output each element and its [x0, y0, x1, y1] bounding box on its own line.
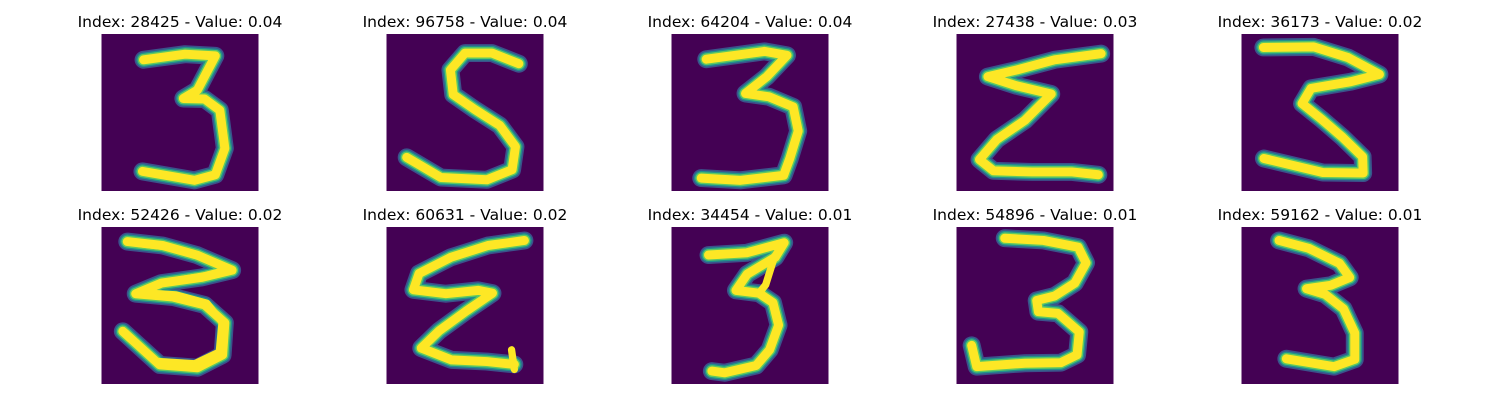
panel-title: Index: 60631 - Value: 0.02 — [362, 206, 568, 224]
panel: Index: 54896 - Value: 0.01 — [893, 204, 1177, 394]
panel: Index: 34454 - Value: 0.01 — [608, 204, 892, 394]
panel-title: Index: 52426 - Value: 0.02 — [77, 206, 283, 224]
digit-image — [101, 34, 259, 191]
digit-image — [956, 227, 1114, 384]
digit-image — [956, 34, 1114, 191]
panel-title: Index: 28425 - Value: 0.04 — [77, 13, 283, 31]
panel: Index: 27438 - Value: 0.03 — [893, 11, 1177, 201]
panel: Index: 36173 - Value: 0.02 — [1178, 11, 1462, 201]
panel-title: Index: 54896 - Value: 0.01 — [932, 206, 1138, 224]
digit-image — [1241, 227, 1399, 384]
digit-image — [101, 227, 259, 384]
digit-image — [1241, 34, 1399, 191]
panel-title: Index: 96758 - Value: 0.04 — [362, 13, 568, 31]
panel: Index: 64204 - Value: 0.04 — [608, 11, 892, 201]
panel-title: Index: 36173 - Value: 0.02 — [1217, 13, 1423, 31]
panel: Index: 28425 - Value: 0.04 — [38, 11, 322, 201]
panel: Index: 52426 - Value: 0.02 — [38, 204, 322, 394]
panel-title: Index: 34454 - Value: 0.01 — [647, 206, 853, 224]
panel-title: Index: 27438 - Value: 0.03 — [932, 13, 1138, 31]
panel: Index: 59162 - Value: 0.01 — [1178, 204, 1462, 394]
panel-title: Index: 59162 - Value: 0.01 — [1217, 206, 1423, 224]
panel: Index: 60631 - Value: 0.02 — [323, 204, 607, 394]
digit-image — [386, 34, 544, 191]
panel-title: Index: 64204 - Value: 0.04 — [647, 13, 853, 31]
digit-image — [671, 34, 829, 191]
digit-image — [671, 227, 829, 384]
panel: Index: 96758 - Value: 0.04 — [323, 11, 607, 201]
digit-image — [386, 227, 544, 384]
